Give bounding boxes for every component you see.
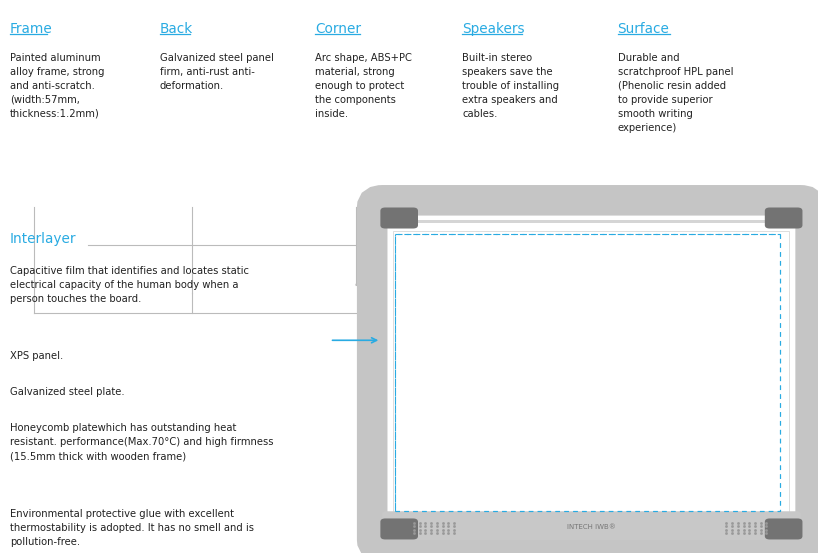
Text: Speakers: Speakers [462,22,525,36]
Text: Capacitive film that identifies and locates static
electrical capacity of the hu: Capacitive film that identifies and loca… [10,266,249,304]
Text: INTECH IWB®: INTECH IWB® [567,524,616,530]
Text: Corner: Corner [315,22,361,36]
Text: Durable and
scratchproof HPL panel
(Phenolic resin added
to provide superior
smo: Durable and scratchproof HPL panel (Phen… [618,52,733,133]
FancyBboxPatch shape [380,208,418,228]
Text: XPS panel.: XPS panel. [10,351,63,361]
Text: Galvanized steel plate.: Galvanized steel plate. [10,387,124,397]
FancyBboxPatch shape [372,201,811,546]
Text: Built-in stereo
speakers save the
trouble of installing
extra speakers and
cable: Built-in stereo speakers save the troubl… [462,52,560,119]
FancyBboxPatch shape [382,511,801,540]
FancyBboxPatch shape [380,519,418,540]
Text: Galvanized steel panel
firm, anti-rust anti-
deformation.: Galvanized steel panel firm, anti-rust a… [160,52,273,91]
FancyBboxPatch shape [765,208,802,228]
Text: Honeycomb platewhich has outstanding heat
resistant. performance(Max.70°C) and h: Honeycomb platewhich has outstanding hea… [10,423,273,461]
FancyBboxPatch shape [765,519,802,540]
Text: Painted aluminum
alloy frame, strong
and anti-scratch.
(width:57mm,
thickness:1.: Painted aluminum alloy frame, strong and… [10,52,105,119]
Text: Arc shape, ABS+PC
material, strong
enough to protect
the components
inside.: Arc shape, ABS+PC material, strong enoug… [315,52,411,119]
FancyBboxPatch shape [393,220,789,223]
Text: Frame: Frame [10,22,52,36]
FancyBboxPatch shape [393,231,789,526]
Text: Back: Back [160,22,193,36]
Text: Environmental protective glue with excellent
thermostability is adopted. It has : Environmental protective glue with excel… [10,509,254,547]
Text: Interlayer: Interlayer [10,232,76,246]
Text: Surface: Surface [618,22,669,36]
